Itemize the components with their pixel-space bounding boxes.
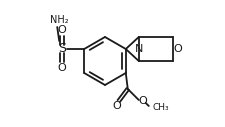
Text: O: O <box>138 96 147 106</box>
Text: N: N <box>135 44 143 54</box>
Text: O: O <box>58 25 67 35</box>
Text: CH₃: CH₃ <box>153 102 169 112</box>
Text: O: O <box>173 44 182 54</box>
Text: O: O <box>58 63 67 73</box>
Text: S: S <box>58 43 66 55</box>
Text: NH₂: NH₂ <box>50 15 69 25</box>
Text: O: O <box>112 101 121 111</box>
